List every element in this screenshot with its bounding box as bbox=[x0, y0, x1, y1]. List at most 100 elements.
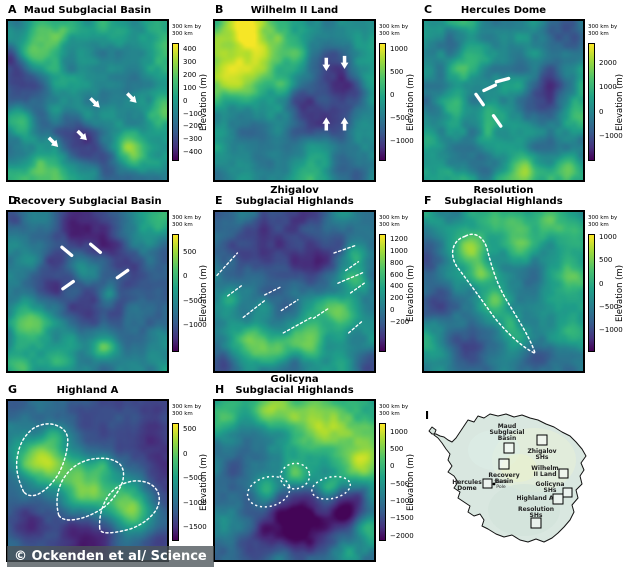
annotation-dashed-line bbox=[349, 282, 365, 294]
map-location-box bbox=[552, 493, 564, 505]
map-label-line: Basin bbox=[498, 435, 517, 442]
heatmap-canvas bbox=[8, 212, 167, 371]
colorbar-tick-label: 200 bbox=[390, 294, 404, 303]
colorbar bbox=[379, 423, 386, 541]
colorbar bbox=[172, 234, 179, 352]
panel-title-line1: Golicyna bbox=[270, 374, 319, 385]
annotation-overlay bbox=[47, 92, 137, 148]
colorbar-ticks: 2000 1000 0 −1000 bbox=[599, 43, 629, 161]
panel-letter: D bbox=[8, 194, 18, 207]
scale-note-line2: 300 km bbox=[379, 221, 400, 228]
panel-title: Maud Subglacial Basin bbox=[6, 0, 169, 16]
colorbar-tick-label: 0 bbox=[183, 449, 188, 458]
map-label-line: SHs bbox=[530, 512, 543, 519]
panel-letter: E bbox=[215, 194, 223, 207]
annotation-arrow bbox=[322, 117, 331, 131]
colorbar-axis-label: Elevation (m) bbox=[199, 73, 209, 131]
annotation-arrow bbox=[491, 114, 503, 128]
annotation-overlay bbox=[216, 244, 365, 334]
colorbar-tick-label: −500 bbox=[183, 296, 203, 305]
map-label-line: Zhigalov bbox=[527, 448, 556, 455]
colorbar-tick-label: 100 bbox=[183, 83, 197, 92]
annotation-dashed-line bbox=[282, 316, 313, 334]
panel-title-line2: Subglacial Highlands bbox=[444, 196, 563, 207]
colorbar-tick-label: 600 bbox=[390, 270, 404, 279]
map-location-label: Maud Subglacial Basin bbox=[489, 423, 524, 442]
colorbar-tick-label: 800 bbox=[390, 258, 404, 267]
colorbar-tick-label: 1000 bbox=[599, 233, 617, 242]
colorbar-tick-label: 0 bbox=[183, 96, 188, 105]
colorbar-ticks: 1000 500 0 −500 −1000 bbox=[599, 233, 629, 352]
panel-letter: B bbox=[215, 3, 224, 16]
map-location-box bbox=[482, 478, 493, 489]
map-location-label: Hercules Dome bbox=[452, 479, 482, 492]
map-label-line: Basin bbox=[495, 478, 514, 485]
colorbar-tick-label: −1500 bbox=[183, 522, 207, 531]
annotation-dashed-outline bbox=[98, 480, 160, 534]
colorbar-tick-label: 500 bbox=[390, 68, 404, 76]
annotation-dashed-line bbox=[226, 284, 243, 297]
annotation-arrow bbox=[494, 76, 511, 84]
scale-note-line1: 300 km by bbox=[379, 404, 409, 410]
map-location-label: Highland A bbox=[516, 495, 553, 502]
colorbar-axis-label: Elevation (m) bbox=[406, 73, 416, 131]
scale-note-line2: 300 km bbox=[588, 30, 609, 37]
annotation-dashed-line bbox=[345, 261, 360, 272]
annotation-arrow bbox=[340, 55, 349, 69]
heatmap-canvas bbox=[215, 21, 374, 180]
annotation-dashed-outline bbox=[279, 462, 311, 490]
south-pole-dot bbox=[492, 482, 496, 486]
annotation-dashed-line bbox=[337, 271, 364, 284]
scale-note-line2: 300 km bbox=[172, 30, 193, 37]
annotation-dashed-outline bbox=[451, 233, 537, 355]
annotation-dashed-line bbox=[280, 299, 299, 312]
colorbar-axis-label: Elevation (m) bbox=[615, 264, 625, 322]
colorbar bbox=[379, 43, 386, 161]
panel-title: Hercules Dome bbox=[422, 0, 585, 16]
colorbar-tick-label: −500 bbox=[183, 474, 203, 483]
terrain-tint bbox=[501, 454, 537, 482]
panel-letter: G bbox=[8, 383, 18, 396]
annotation-dashed-line bbox=[347, 319, 364, 334]
map-location-box bbox=[562, 487, 573, 498]
colorbar-tick-label: −500 bbox=[599, 302, 619, 311]
scale-note-line2: 300 km bbox=[588, 221, 609, 228]
scale-note: 300 km by 300 km bbox=[172, 404, 218, 417]
scale-note: 300 km by 300 km bbox=[172, 24, 218, 37]
terrain-tint bbox=[488, 484, 560, 536]
scale-note: 300 km by 300 km bbox=[379, 215, 425, 228]
annotation-arrow bbox=[322, 57, 331, 71]
annotation-overlay bbox=[246, 462, 352, 508]
colorbar-axis-label: Elevation (m) bbox=[406, 453, 416, 511]
colorbar-tick-label: −1000 bbox=[183, 498, 207, 507]
colorbar-ticks: 1000 500 0 −500 −1000 −1500 −2000 bbox=[390, 423, 420, 541]
colorbar-tick-label: 0 bbox=[599, 107, 604, 116]
map-label-line: Dome bbox=[457, 485, 476, 492]
map-location-label: Wilhelm II Land bbox=[531, 465, 558, 478]
elevation-heatmap bbox=[6, 19, 169, 182]
elevation-heatmap bbox=[213, 210, 376, 373]
colorbar-tick-label: 500 bbox=[183, 247, 197, 256]
map-label-line: SHs bbox=[544, 487, 557, 494]
colorbar-tick-label: −200 bbox=[390, 318, 410, 327]
panel-title-line2: Maud Subglacial Basin bbox=[23, 5, 152, 16]
map-label-line: Maud bbox=[498, 423, 517, 430]
map-location-box bbox=[536, 434, 548, 446]
annotation-dashed-outline bbox=[311, 475, 352, 500]
scale-note: 300 km by 300 km bbox=[172, 215, 218, 228]
panel-letter: C bbox=[424, 3, 433, 16]
colorbar-tick-label: 0 bbox=[390, 462, 395, 471]
panel-title-line2: Wilhelm II Land bbox=[250, 5, 339, 16]
elevation-heatmap bbox=[213, 399, 376, 562]
panel-title-line1: Resolution bbox=[473, 185, 534, 196]
colorbar-axis-label: Elevation (m) bbox=[199, 264, 209, 322]
annotation-arrow bbox=[126, 92, 137, 103]
annotation-arrow bbox=[482, 83, 498, 93]
map-label-line: Resolution bbox=[518, 506, 554, 513]
colorbar-tick-label: −1000 bbox=[183, 321, 207, 330]
colorbar-ticks: 500 0 −500 −1000 −1500 bbox=[183, 423, 213, 541]
scale-note: 300 km by 300 km bbox=[379, 24, 425, 37]
scale-note-line1: 300 km by bbox=[379, 215, 409, 221]
colorbar bbox=[588, 43, 595, 161]
annotation-arrow bbox=[115, 268, 130, 280]
